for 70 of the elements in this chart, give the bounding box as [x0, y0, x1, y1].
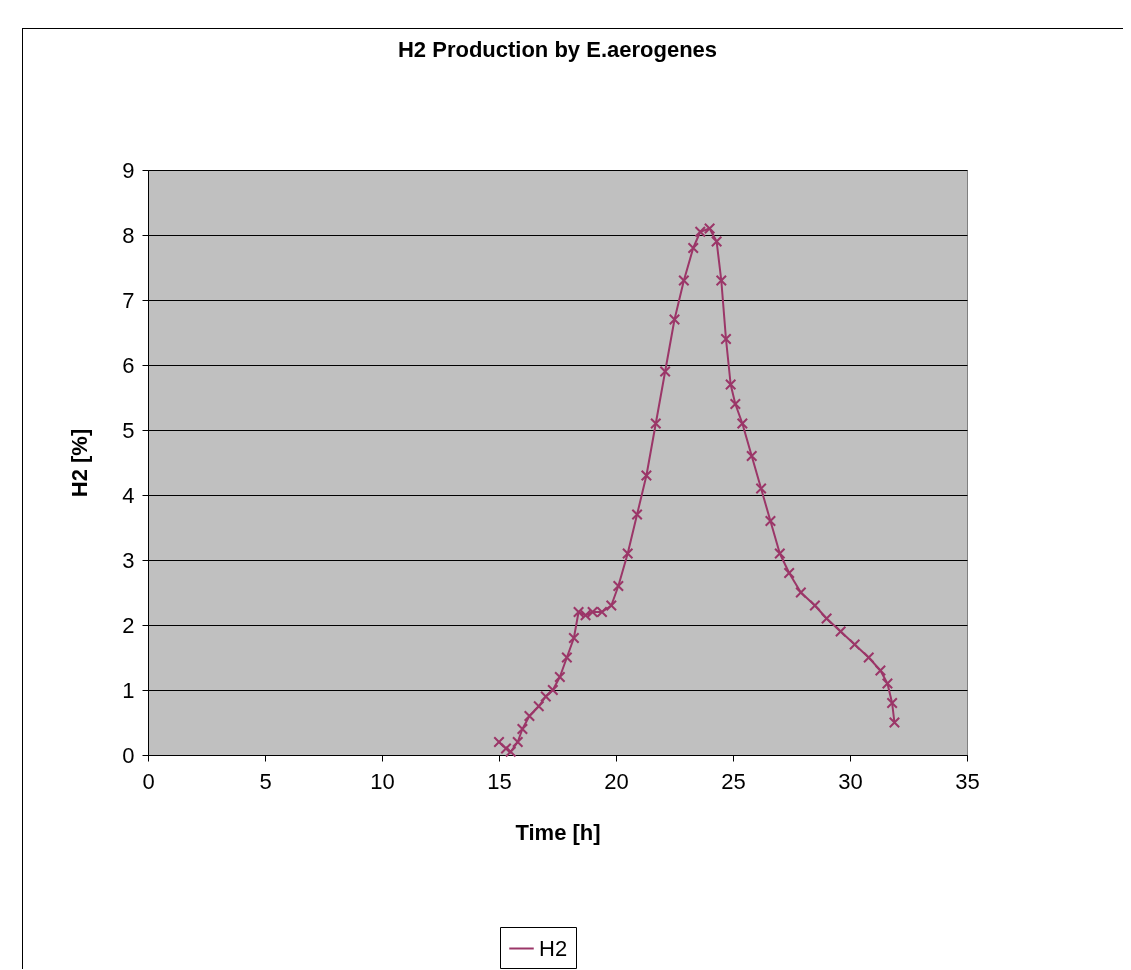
point	[783, 567, 795, 579]
point	[568, 632, 580, 644]
x-tick-label: 10	[370, 768, 395, 794]
y-tick-label: 4	[122, 482, 135, 508]
x-tick-label: 35	[955, 768, 980, 794]
point	[650, 417, 662, 430]
point	[703, 222, 716, 235]
point	[554, 671, 566, 683]
x-tick-label: 20	[604, 768, 629, 794]
point	[523, 710, 536, 722]
point	[659, 365, 671, 378]
point	[586, 606, 599, 618]
x-tick-label: 25	[721, 768, 746, 794]
y-tick-label: 1	[122, 677, 135, 703]
point	[886, 697, 898, 709]
point	[764, 515, 777, 527]
point	[631, 508, 643, 521]
point	[834, 625, 847, 638]
point	[874, 664, 887, 677]
point	[668, 313, 681, 326]
point	[774, 547, 786, 560]
y-tick-label: 3	[122, 547, 135, 573]
point	[561, 651, 573, 664]
x-tick-label: 5	[259, 768, 272, 794]
point	[795, 586, 807, 599]
point	[579, 609, 592, 621]
point	[820, 612, 833, 625]
point	[694, 226, 706, 238]
y-axis-title: H2 [%]	[67, 428, 93, 498]
point	[516, 723, 529, 735]
x-tick-label: 30	[838, 768, 863, 794]
point	[715, 274, 728, 287]
point	[687, 242, 699, 254]
point	[848, 638, 861, 651]
y-tick-label: 0	[122, 742, 135, 768]
y-tick-label: 6	[122, 352, 135, 378]
point	[881, 677, 894, 690]
y-tick-label: 5	[122, 417, 135, 443]
y-tick-label: 2	[122, 612, 135, 638]
y-tick-label: 8	[122, 222, 135, 248]
point	[888, 716, 901, 729]
point	[540, 690, 552, 703]
point	[533, 700, 545, 712]
legend-label: H2	[539, 935, 568, 961]
point	[572, 606, 585, 618]
point	[605, 599, 618, 612]
x-tick-label: 0	[142, 768, 155, 794]
point	[596, 606, 608, 618]
chart-title: H2 Production by E.aerogenes	[397, 37, 718, 62]
point	[729, 398, 742, 410]
x-axis-title: Time [h]	[515, 819, 601, 845]
point	[720, 333, 732, 345]
y-tick-label: 9	[122, 157, 135, 183]
point	[640, 469, 653, 482]
point	[504, 746, 517, 758]
point	[678, 274, 690, 287]
y-tick-label: 7	[122, 287, 135, 313]
point	[547, 684, 559, 696]
point	[862, 651, 875, 664]
point	[511, 736, 524, 748]
point	[755, 482, 767, 495]
point	[621, 547, 634, 560]
point	[724, 378, 737, 391]
point	[745, 450, 758, 462]
x-tick-label: 15	[487, 768, 512, 794]
point	[809, 599, 821, 612]
point	[710, 235, 723, 248]
point	[736, 417, 749, 430]
point	[493, 736, 505, 748]
point	[612, 580, 625, 592]
